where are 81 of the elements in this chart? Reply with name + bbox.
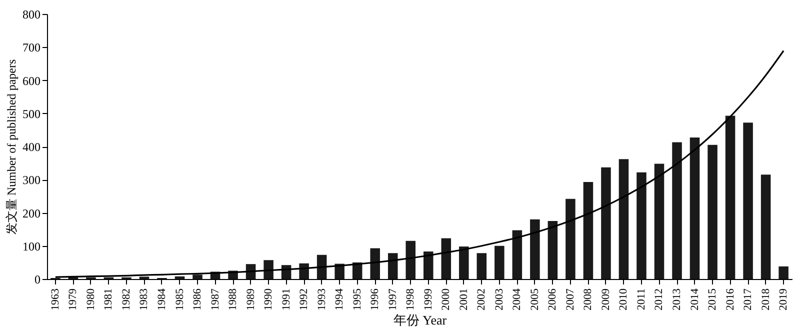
y-tick-label: 500 bbox=[22, 106, 40, 121]
x-tick-label: 2009 bbox=[600, 288, 612, 310]
bar bbox=[512, 230, 522, 279]
bar bbox=[548, 221, 558, 279]
y-tick-label: 600 bbox=[22, 74, 40, 88]
y-tick-label: 0 bbox=[34, 272, 40, 286]
x-tick-label: 1996 bbox=[369, 288, 382, 310]
bar bbox=[441, 238, 452, 279]
x-tick-label: 1995 bbox=[351, 288, 364, 310]
bar bbox=[423, 252, 434, 279]
bar bbox=[192, 274, 202, 279]
x-tick-label: 1983 bbox=[138, 288, 150, 310]
x-tick-label: 2013 bbox=[671, 288, 684, 310]
x-tick-label: 2002 bbox=[476, 288, 488, 310]
x-tick-label: 1988 bbox=[227, 288, 240, 310]
x-tick-label: 1994 bbox=[334, 288, 346, 310]
bar bbox=[654, 164, 664, 279]
bar bbox=[636, 172, 646, 279]
bar bbox=[476, 253, 487, 279]
x-tick-label: 1982 bbox=[120, 288, 132, 310]
bar bbox=[743, 122, 753, 279]
x-tick-label: 2004 bbox=[511, 288, 524, 310]
bar bbox=[708, 144, 718, 279]
x-tick-label: 2012 bbox=[653, 288, 666, 310]
bar bbox=[672, 142, 682, 279]
x-tick-label: 1986 bbox=[192, 288, 204, 310]
bar bbox=[690, 138, 700, 279]
x-tick-label: 2007 bbox=[564, 288, 576, 310]
x-axis-title: 年份 Year bbox=[393, 312, 448, 328]
bar bbox=[174, 276, 185, 279]
x-tick-label: 2015 bbox=[706, 288, 719, 310]
bar bbox=[778, 266, 788, 279]
x-tick-label: 2008 bbox=[582, 288, 594, 310]
bar bbox=[530, 219, 540, 279]
x-tick-label: 1987 bbox=[209, 288, 222, 310]
bar bbox=[406, 240, 416, 279]
x-tick-label: 1993 bbox=[316, 288, 328, 310]
x-tick-label: 1990 bbox=[262, 288, 275, 310]
x-tick-label: 1999 bbox=[422, 288, 434, 310]
x-tick-label: 2014 bbox=[688, 288, 701, 310]
x-tick-label: 1991 bbox=[280, 288, 292, 310]
x-tick-label: 1979 bbox=[67, 288, 80, 310]
x-tick-label: 2005 bbox=[528, 288, 541, 310]
y-tick-label: 200 bbox=[22, 206, 40, 220]
bar bbox=[494, 246, 504, 279]
x-tick-label: 2011 bbox=[635, 288, 648, 310]
y-tick-label: 300 bbox=[22, 173, 40, 188]
x-tick-label: 1997 bbox=[386, 288, 399, 310]
x-tick-label: 2000 bbox=[440, 288, 452, 310]
bar bbox=[316, 254, 327, 279]
x-tick-label: 1963 bbox=[49, 288, 62, 310]
y-tick-label: 800 bbox=[22, 8, 40, 22]
bar bbox=[459, 246, 469, 279]
x-tick-label: 2001 bbox=[458, 288, 470, 310]
x-tick-label: 2018 bbox=[760, 288, 772, 310]
x-tick-label: 1989 bbox=[244, 288, 257, 310]
y-axis-title: 发文量 Number of published papers bbox=[4, 59, 18, 235]
y-tick-label: 400 bbox=[22, 140, 40, 154]
bar bbox=[583, 182, 594, 279]
x-tick-label: 2019 bbox=[778, 288, 790, 310]
x-tick-label: 1984 bbox=[156, 288, 168, 310]
x-tick-label: 1992 bbox=[298, 288, 310, 310]
bar bbox=[388, 253, 398, 279]
bar bbox=[264, 260, 274, 279]
bar bbox=[760, 174, 771, 279]
x-tick-label: 1998 bbox=[404, 288, 417, 310]
x-tick-label: 2017 bbox=[742, 288, 754, 310]
bar bbox=[566, 198, 576, 279]
bar bbox=[370, 248, 380, 279]
x-tick-label: 2016 bbox=[724, 288, 736, 310]
x-tick-label: 1980 bbox=[84, 288, 97, 310]
x-tick-label: 2003 bbox=[493, 288, 506, 310]
bar bbox=[725, 116, 736, 279]
bar bbox=[618, 159, 629, 279]
x-tick-label: 1985 bbox=[174, 288, 186, 310]
x-tick-label: 2010 bbox=[618, 288, 630, 310]
x-tick-label: 1981 bbox=[102, 288, 115, 310]
y-tick-label: 700 bbox=[22, 40, 40, 55]
y-tick-label: 100 bbox=[22, 239, 40, 254]
x-tick-label: 2006 bbox=[546, 288, 559, 310]
bar bbox=[601, 167, 611, 279]
